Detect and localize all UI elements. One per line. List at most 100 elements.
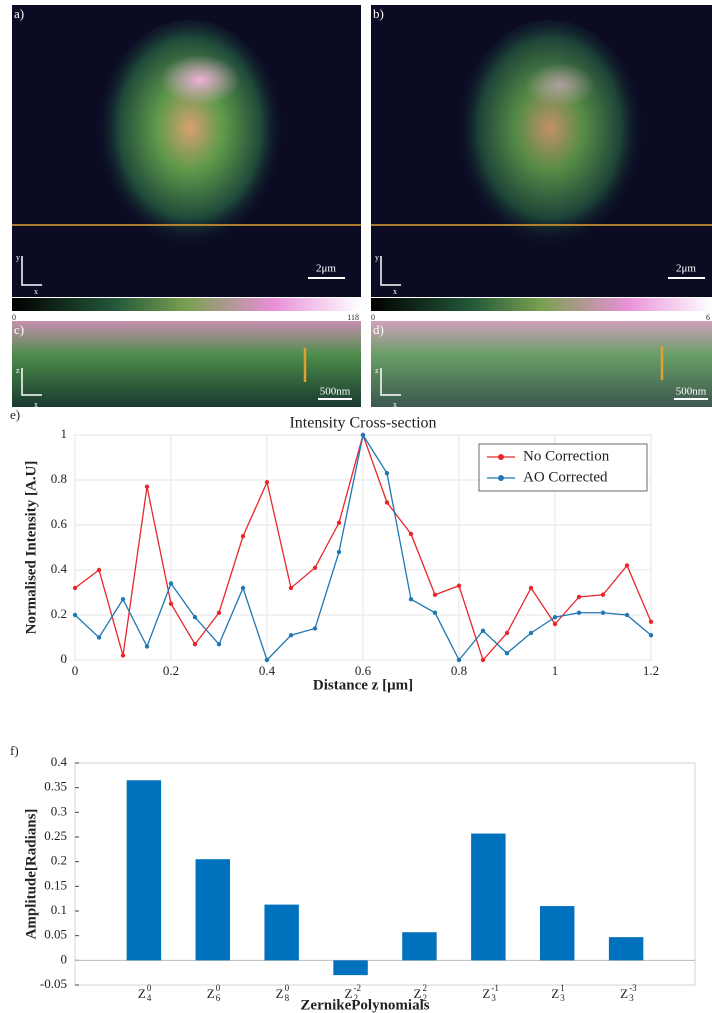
image-c xyxy=(12,321,361,407)
data-point xyxy=(384,500,390,505)
x-tick-label-base: Z xyxy=(482,986,490,1001)
data-point xyxy=(576,594,582,600)
data-point xyxy=(600,592,606,597)
colorbar-label: 6 xyxy=(706,313,710,322)
data-point xyxy=(456,657,462,663)
data-point xyxy=(504,630,510,636)
x-tick-label-base: Z xyxy=(413,986,421,1001)
panel-label: b) xyxy=(373,6,384,21)
data-point xyxy=(528,585,534,591)
data-point xyxy=(288,633,294,638)
data-point xyxy=(96,635,102,640)
data-point xyxy=(624,612,630,618)
axis-letter: x xyxy=(393,287,397,296)
scale-bar-label: 500nm xyxy=(676,386,707,398)
data-point xyxy=(624,563,630,568)
data-point xyxy=(144,484,150,489)
data-point xyxy=(240,534,246,539)
panel-label: a) xyxy=(14,6,24,21)
data-point xyxy=(168,581,174,586)
x-tick-label-base: Z xyxy=(345,986,353,1001)
data-point xyxy=(240,585,246,591)
data-point xyxy=(480,628,486,633)
bar xyxy=(608,937,644,961)
data-point xyxy=(528,630,534,636)
data-point xyxy=(504,651,510,656)
data-point xyxy=(120,597,126,602)
data-point xyxy=(408,597,414,602)
y-tick-label: 0.2 xyxy=(51,853,67,868)
image-d xyxy=(371,321,712,407)
y-tick-label: 1 xyxy=(61,426,68,441)
colorbar-label: 0 xyxy=(371,313,375,322)
chart-title: Intensity Cross-section xyxy=(289,415,436,432)
data-point xyxy=(360,432,366,438)
axis-letter: x xyxy=(34,400,38,409)
panel-label: d) xyxy=(373,322,384,337)
bar xyxy=(126,780,162,961)
y-tick-label: -0.05 xyxy=(40,976,67,991)
data-point xyxy=(312,626,318,631)
colorbar-label: 118 xyxy=(347,313,359,322)
x-axis-label: Distance z [μm] xyxy=(313,677,413,693)
x-axis-label: ZernikePolynomials xyxy=(300,997,429,1013)
data-point xyxy=(336,520,342,525)
bar xyxy=(264,904,299,961)
bar xyxy=(540,906,575,961)
data-point xyxy=(216,642,222,647)
x-tick-label: 0.2 xyxy=(163,663,179,678)
scale-bar-label: 2μm xyxy=(676,263,696,275)
panel-label: f) xyxy=(10,743,19,758)
y-tick-label: 0.3 xyxy=(51,803,67,818)
data-point xyxy=(144,644,150,649)
data-point xyxy=(336,549,342,555)
data-point xyxy=(312,565,318,570)
data-point xyxy=(216,610,222,615)
axis-letter: z xyxy=(16,366,20,375)
x-tick-label-base: Z xyxy=(207,986,215,1001)
x-tick-label: 0.6 xyxy=(355,663,372,678)
x-tick-label-sup: 1 xyxy=(560,983,565,993)
image-b xyxy=(371,5,712,297)
data-point xyxy=(648,619,654,624)
x-tick-label-sub: 4 xyxy=(147,993,152,1003)
x-tick-label-sup: 0 xyxy=(147,983,152,993)
colorbar xyxy=(12,298,361,311)
x-tick-label-sub: 6 xyxy=(216,993,221,1003)
y-axis-label: Amplitude[Radians] xyxy=(23,809,39,940)
data-point xyxy=(408,531,414,537)
y-axis-label: Normalised Intensity [A.U] xyxy=(23,461,39,635)
y-tick-label: 0.05 xyxy=(44,927,67,942)
data-point xyxy=(72,585,78,591)
y-tick-label: 0.1 xyxy=(51,902,67,917)
data-point xyxy=(432,610,438,615)
x-tick-label-sub: 8 xyxy=(285,993,290,1003)
x-tick-label: 1.2 xyxy=(643,663,659,678)
data-point xyxy=(96,567,102,573)
data-point xyxy=(120,653,126,658)
y-tick-label: 0.4 xyxy=(51,754,68,769)
x-tick-label-sup: 0 xyxy=(216,983,221,993)
x-tick-label-base: Z xyxy=(620,986,628,1001)
x-tick-label-sub: 2 xyxy=(422,993,427,1003)
x-tick-label-sub: 2 xyxy=(354,993,359,1003)
axis-letter: y xyxy=(375,253,379,262)
x-tick-label-sub: 3 xyxy=(491,993,496,1003)
image-a xyxy=(12,5,361,297)
axis-letter: x xyxy=(393,400,397,409)
scale-bar-label: 2μm xyxy=(316,263,336,275)
legend-label: No Correction xyxy=(523,448,610,464)
data-point xyxy=(192,615,198,620)
x-tick-label-base: Z xyxy=(551,986,559,1001)
data-point xyxy=(72,612,78,618)
data-point xyxy=(648,633,654,638)
bar xyxy=(195,859,230,961)
data-point xyxy=(288,585,294,591)
legend-marker xyxy=(498,454,504,460)
colorbar xyxy=(371,298,712,311)
axis-letter: x xyxy=(34,287,38,296)
data-point xyxy=(600,610,606,615)
plot-area xyxy=(74,762,696,986)
x-tick-label-sup: -2 xyxy=(354,983,362,993)
